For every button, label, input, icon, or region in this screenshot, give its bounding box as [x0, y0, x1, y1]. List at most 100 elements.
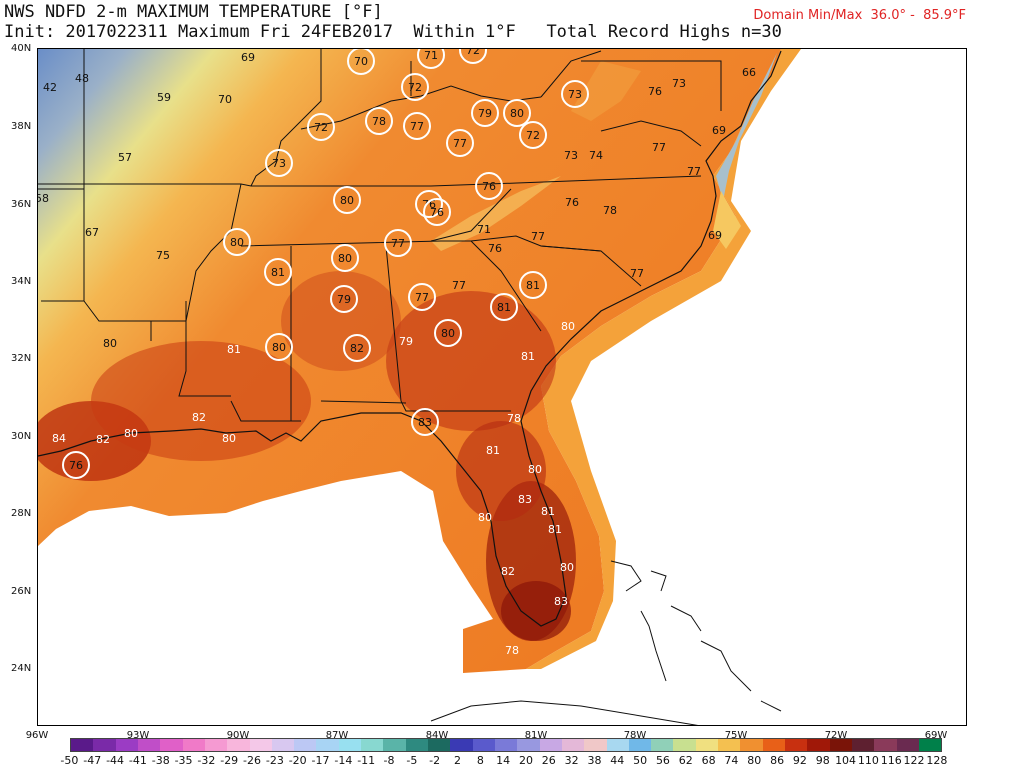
colorbar-tick: -32 — [197, 754, 216, 767]
record-high-circle: 80 — [331, 244, 359, 272]
colorbar-tick: 56 — [655, 754, 670, 767]
colorbar-tick: 26 — [541, 754, 556, 767]
record-value: 72 — [526, 129, 540, 142]
latitude-label: 28N — [11, 508, 32, 519]
station-value: 58 — [38, 192, 49, 205]
colorbar-swatch — [517, 739, 540, 751]
station-value: 77 — [630, 267, 644, 280]
colorbar-swatch — [695, 739, 719, 751]
colorbar-swatch — [472, 739, 495, 751]
record-high-circle: 77 — [384, 229, 412, 257]
latitude-label: 30N — [11, 431, 32, 442]
station-value: 69 — [241, 51, 255, 64]
colorbar-swatch — [115, 739, 138, 751]
colorbar-tick: -50 — [60, 754, 79, 767]
station-value: 80 — [560, 561, 574, 574]
station-value: 73 — [564, 149, 578, 162]
colorbar-tick: -14 — [334, 754, 353, 767]
record-high-circle: 79 — [330, 285, 358, 313]
record-value: 71 — [424, 49, 438, 62]
record-value: 80 — [340, 194, 354, 207]
latitude-label: 24N — [11, 663, 32, 674]
colorbar-tick: -26 — [243, 754, 262, 767]
colorbar-swatch — [338, 739, 362, 751]
station-value: 77 — [652, 141, 666, 154]
colorbar-tick: -8 — [383, 754, 395, 767]
station-value: 48 — [75, 72, 89, 85]
station-temperatures: 69 42 48 59 70 57 58 67 75 76 73 66 69 77 73 74 77 76 78 71… — [38, 51, 756, 657]
colorbar-tick: -47 — [83, 754, 102, 767]
longitude-label: 87W — [325, 730, 349, 741]
colorbar-swatch — [829, 739, 852, 751]
record-high-circle: 81 — [519, 271, 547, 299]
station-value: 80 — [478, 511, 492, 524]
colorbar-tick: 116 — [880, 754, 902, 767]
station-value: 69 — [708, 229, 722, 242]
colorbar-tick: 80 — [747, 754, 762, 767]
record-high-circle: 81 — [490, 293, 518, 321]
record-value: 77 — [391, 237, 405, 250]
colorbar-tick: -29 — [220, 754, 239, 767]
record-value: 73 — [568, 88, 582, 101]
longitude-label: 78W — [623, 730, 647, 741]
record-value: 78 — [372, 115, 386, 128]
colorbar-swatch — [584, 739, 607, 751]
record-value: 73 — [272, 157, 286, 170]
colorbar-tick: -38 — [151, 754, 170, 767]
station-value: 77 — [687, 165, 701, 178]
colorbar-swatch — [405, 739, 428, 751]
domain-minmax: Domain Min/Max 36.0° - 85.9°F — [753, 8, 966, 23]
record-value: 70 — [354, 55, 368, 68]
record-value: 76 — [430, 206, 444, 219]
colorbar-swatch — [628, 739, 652, 751]
longitude-label: 69W — [924, 730, 948, 741]
station-value: 76 — [648, 85, 662, 98]
longitude-label: 93W — [126, 730, 150, 741]
longitude-label: 90W — [226, 730, 250, 741]
station-value: 75 — [156, 249, 170, 262]
colorbar-swatch — [561, 739, 585, 751]
colorbar-tick: 62 — [678, 754, 693, 767]
colorbar-tick: -44 — [106, 754, 125, 767]
station-value: 79 — [399, 335, 413, 348]
colorbar-swatch — [539, 739, 562, 751]
station-value: 67 — [85, 226, 99, 239]
colorbar-tick: -23 — [265, 754, 284, 767]
record-value: 76 — [482, 180, 496, 193]
colorbar-swatch — [673, 739, 696, 751]
colorbar-swatch — [874, 739, 897, 751]
station-value: 83 — [518, 493, 532, 506]
station-value: 81 — [521, 350, 535, 363]
colorbar-swatch — [450, 739, 473, 751]
colorbar-tick: 68 — [701, 754, 716, 767]
station-value: 82 — [192, 411, 206, 424]
longitude-label: 81W — [524, 730, 548, 741]
record-high-circle: 80 — [434, 319, 462, 347]
colorbar-tick: 104 — [835, 754, 857, 767]
station-value: 80 — [124, 427, 138, 440]
colorbar-swatch — [294, 739, 317, 751]
record-value: 80 — [510, 107, 524, 120]
station-value: 78 — [603, 204, 617, 217]
map-canvas: 69 42 48 59 70 57 58 67 75 76 73 66 69 77 73 74 77 76 78 71… — [38, 49, 801, 725]
colorbar-swatch — [160, 739, 183, 751]
latitude-label: 34N — [11, 276, 32, 287]
colorbar-swatch — [785, 739, 808, 751]
record-value: 77 — [410, 120, 424, 133]
record-high-circle: 80 — [223, 228, 251, 256]
latitude-label: 26N — [11, 586, 32, 597]
station-value: 57 — [118, 151, 132, 164]
colorbar-tick: 8 — [476, 754, 484, 767]
colorbar-swatch — [182, 739, 205, 751]
colorbar-swatch — [93, 739, 116, 751]
colorbar — [70, 738, 942, 752]
colorbar-tick: 38 — [587, 754, 602, 767]
record-value: 79 — [337, 293, 351, 306]
colorbar-tick: 128 — [926, 754, 948, 767]
station-value: 78 — [505, 644, 519, 657]
record-value: 76 — [69, 459, 83, 472]
init-subtitle: Init: 2017022311 Maximum Fri 24FEB2017 W… — [4, 22, 782, 42]
station-value: 42 — [43, 81, 57, 94]
station-value: 83 — [554, 595, 568, 608]
